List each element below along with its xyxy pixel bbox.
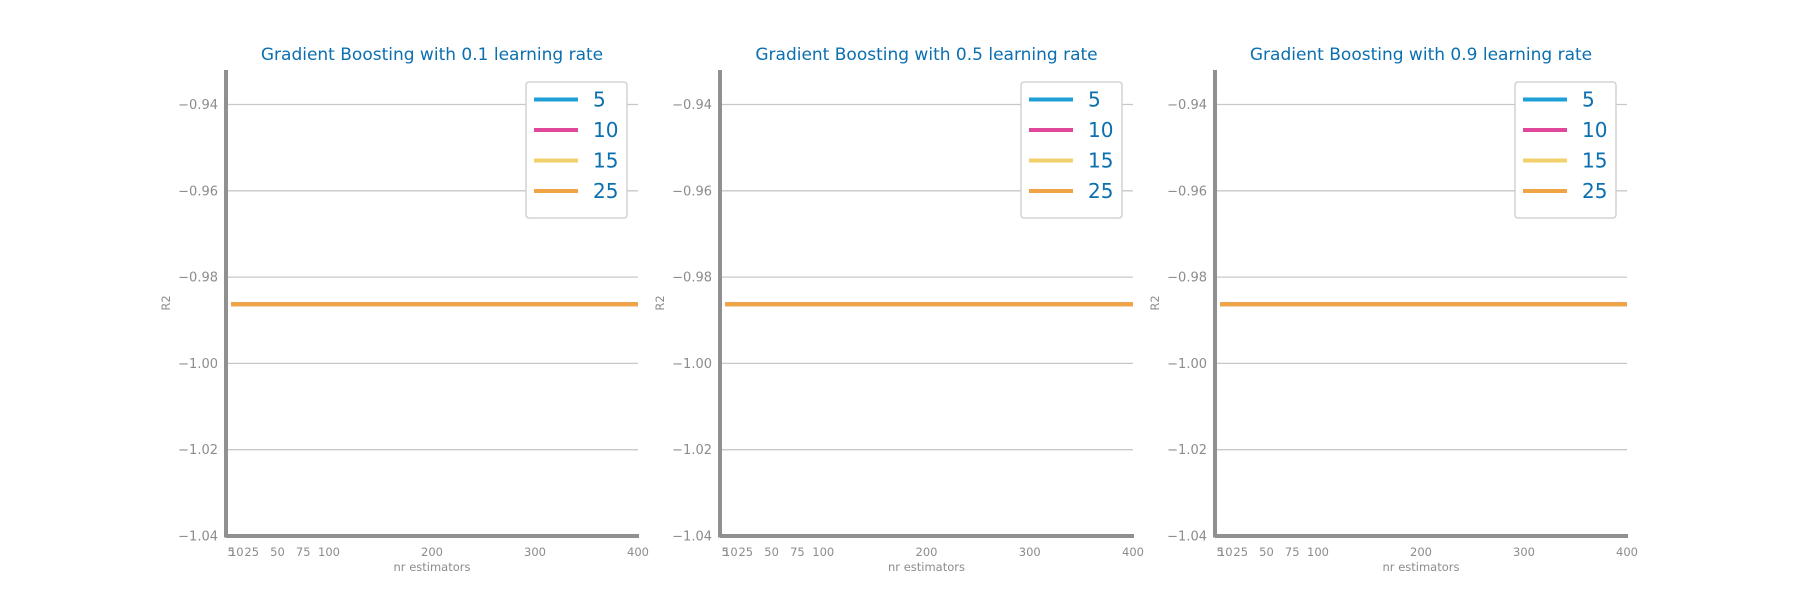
x-axis-label: nr estimators xyxy=(394,560,471,574)
legend: 5 10 15 25 xyxy=(1514,81,1617,219)
x-tick-label: 300 xyxy=(524,545,546,559)
x-tick-label: 50 xyxy=(1259,545,1274,559)
x-axis-label: nr estimators xyxy=(1383,560,1460,574)
chart-panel-1: Gradient Boosting with 0.1 learning rate… xyxy=(159,45,649,574)
y-tick-label: −1.00 xyxy=(672,357,712,372)
x-tick-label: 200 xyxy=(1410,545,1432,559)
legend-label: 25 xyxy=(1088,179,1113,203)
x-tick-label: 25 xyxy=(244,545,259,559)
chart-panel-2: Gradient Boosting with 0.5 learning rate… xyxy=(653,45,1144,574)
chart-title: Gradient Boosting with 0.9 learning rate xyxy=(1250,45,1592,65)
y-tick-label: −0.94 xyxy=(1167,98,1207,113)
legend-label: 5 xyxy=(593,88,606,112)
legend-frame xyxy=(1020,81,1123,219)
y-tick-label: −1.02 xyxy=(1167,443,1207,458)
x-tick-label: 100 xyxy=(318,545,340,559)
y-tick-label: −0.96 xyxy=(178,184,218,199)
y-tick-label: −0.96 xyxy=(672,184,712,199)
legend-label: 10 xyxy=(593,118,618,142)
x-tick-label: 400 xyxy=(627,545,649,559)
x-axis-label: nr estimators xyxy=(888,560,965,574)
legend-label: 15 xyxy=(593,149,618,173)
y-tick-label: −1.00 xyxy=(1167,357,1207,372)
x-tick-label: 100 xyxy=(812,545,834,559)
x-tick-label: 200 xyxy=(421,545,443,559)
x-tick-label: 50 xyxy=(764,545,779,559)
x-tick-label: 5 xyxy=(721,545,728,559)
y-tick-label: −0.94 xyxy=(672,98,712,113)
legend-label: 25 xyxy=(1582,179,1607,203)
legend-label: 15 xyxy=(1088,149,1113,173)
chart-panel-3: Gradient Boosting with 0.9 learning rate… xyxy=(1148,45,1638,574)
y-axis-label: R2 xyxy=(159,295,173,310)
legend-frame xyxy=(525,81,628,219)
y-tick-label: −1.02 xyxy=(672,443,712,458)
legend: 5 10 15 25 xyxy=(525,81,628,219)
y-axis-label: R2 xyxy=(653,295,667,310)
x-tick-label: 300 xyxy=(1019,545,1041,559)
x-tick-label: 300 xyxy=(1513,545,1535,559)
legend-label: 15 xyxy=(1582,149,1607,173)
x-tick-label: 10 xyxy=(723,545,738,559)
y-tick-label: −1.04 xyxy=(1167,530,1207,545)
legend-frame xyxy=(1514,81,1617,219)
y-tick-label: −1.04 xyxy=(672,530,712,545)
y-tick-label: −0.98 xyxy=(672,271,712,286)
x-tick-label: 5 xyxy=(227,545,234,559)
x-tick-label: 25 xyxy=(738,545,753,559)
y-axis-label: R2 xyxy=(1148,295,1162,310)
chart-title: Gradient Boosting with 0.5 learning rate xyxy=(755,45,1097,65)
x-tick-label: 400 xyxy=(1122,545,1144,559)
legend-label: 5 xyxy=(1088,88,1101,112)
legend-label: 25 xyxy=(593,179,618,203)
legend-label: 10 xyxy=(1582,118,1607,142)
x-tick-label: 400 xyxy=(1616,545,1638,559)
y-tick-label: −1.02 xyxy=(178,443,218,458)
y-tick-label: −1.04 xyxy=(178,530,218,545)
x-tick-label: 25 xyxy=(1233,545,1248,559)
x-tick-label: 75 xyxy=(296,545,311,559)
y-tick-label: −0.98 xyxy=(1167,271,1207,286)
legend: 5 10 15 25 xyxy=(1020,81,1123,219)
chart-title: Gradient Boosting with 0.1 learning rate xyxy=(261,45,603,65)
x-tick-label: 75 xyxy=(790,545,805,559)
legend-label: 10 xyxy=(1088,118,1113,142)
legend-label: 5 xyxy=(1582,88,1595,112)
x-tick-label: 10 xyxy=(1218,545,1233,559)
x-tick-label: 75 xyxy=(1285,545,1300,559)
x-tick-label: 10 xyxy=(229,545,244,559)
y-tick-label: −0.96 xyxy=(1167,184,1207,199)
y-tick-label: −1.00 xyxy=(178,357,218,372)
y-tick-label: −0.98 xyxy=(178,271,218,286)
x-tick-label: 50 xyxy=(270,545,285,559)
x-tick-label: 100 xyxy=(1307,545,1329,559)
y-tick-label: −0.94 xyxy=(178,98,218,113)
x-tick-label: 200 xyxy=(916,545,938,559)
x-tick-label: 5 xyxy=(1216,545,1223,559)
